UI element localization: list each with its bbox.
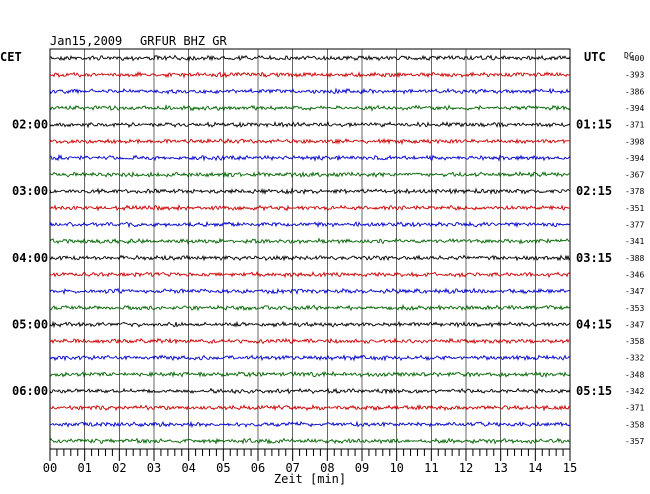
trace-row-2 <box>49 71 571 79</box>
trace-row-3 <box>49 87 571 95</box>
trace-row-12 <box>49 237 571 245</box>
x-tick-label: 15 <box>563 461 577 475</box>
trace-row-9 <box>49 187 571 196</box>
x-tick-label: 03 <box>147 461 161 475</box>
dc-offset-value: -394 <box>625 104 644 113</box>
time-labels: 02:00 03:00 04:00 05:00 06:00 01:15 02:15 03:15… <box>12 118 612 398</box>
trace-row-18 <box>49 337 571 345</box>
dc-offset-value: -367 <box>625 171 644 180</box>
left-timezone-label: CET <box>0 50 22 64</box>
x-tick-label: 02 <box>112 461 126 475</box>
x-tick-label: 05 <box>216 461 230 475</box>
right-time-label: 04:15 <box>576 317 612 331</box>
dc-offset-value: -341 <box>625 237 644 246</box>
dc-offset-value: -400 <box>625 54 644 63</box>
x-tick-label: 12 <box>459 461 473 475</box>
dc-offset-value: -332 <box>625 354 644 363</box>
left-time-label: 02:00 <box>12 118 48 132</box>
right-time-label: 05:15 <box>576 384 612 398</box>
dc-offset-value: -342 <box>625 387 644 396</box>
dc-offset-value: -377 <box>625 221 644 230</box>
trace-row-23 <box>49 420 571 429</box>
dc-offset-value: -348 <box>625 370 644 379</box>
x-tick-label: 09 <box>355 461 369 475</box>
dc-offset-value: -351 <box>625 204 644 213</box>
trace-row-22 <box>49 403 571 412</box>
dc-offset-value: -357 <box>625 437 644 446</box>
trace-row-13 <box>49 254 571 262</box>
trace-row-21 <box>49 387 571 395</box>
trace-row-17 <box>49 320 571 329</box>
plot-date: Jan15,2009 <box>50 34 122 48</box>
dc-offset-value: -358 <box>625 420 644 429</box>
trace-row-20 <box>49 370 571 379</box>
trace-row-11 <box>49 220 571 229</box>
plot-grid <box>49 48 571 450</box>
trace-row-15 <box>49 287 571 296</box>
left-time-label: 03:00 <box>12 184 48 198</box>
dc-offset-value: -378 <box>625 187 644 196</box>
right-timezone-label: UTC <box>584 50 606 64</box>
seismic-traces <box>49 54 571 445</box>
trace-row-24 <box>49 437 571 445</box>
x-tick-label: 04 <box>181 461 195 475</box>
dc-offset-value: -358 <box>625 337 644 346</box>
x-tick-label: 01 <box>77 461 91 475</box>
left-time-label: 06:00 <box>12 384 48 398</box>
trace-row-4 <box>49 103 571 112</box>
x-tick-label: 06 <box>251 461 265 475</box>
right-time-label: 01:15 <box>576 118 612 132</box>
trace-row-1 <box>49 54 571 62</box>
trace-row-14 <box>49 271 571 279</box>
trace-row-7 <box>49 153 571 162</box>
trace-row-10 <box>49 204 571 212</box>
right-time-label: 02:15 <box>576 184 612 198</box>
dc-offset-value: -388 <box>625 254 644 263</box>
dc-offset-value: -371 <box>625 404 644 413</box>
trace-row-8 <box>49 171 571 178</box>
trace-row-16 <box>49 303 571 312</box>
dc-offset-value: -398 <box>625 137 644 146</box>
x-tick-label: 10 <box>389 461 403 475</box>
left-time-label: 04:00 <box>12 251 48 265</box>
dc-offset-value: -393 <box>625 71 644 80</box>
dc-offset-value: -353 <box>625 304 644 313</box>
plot-station: GRFUR BHZ GR <box>140 34 227 48</box>
trace-row-6 <box>49 137 571 146</box>
x-tick-label: 13 <box>493 461 507 475</box>
dc-offset-value: -347 <box>625 287 644 296</box>
dc-offset-value: -386 <box>625 87 644 96</box>
dc-offset-value: -346 <box>625 270 644 279</box>
dc-offset-value: -371 <box>625 121 644 130</box>
plot-frame <box>49 48 571 450</box>
x-tick-label: 08 <box>320 461 334 475</box>
left-time-label: 05:00 <box>12 317 48 331</box>
x-axis: 00 01 02 03 04 05 06 07 08 09 10 11 12 13 14 15 <box>43 449 577 475</box>
dc-offset-value: -394 <box>625 154 644 163</box>
x-tick-label: 00 <box>43 461 57 475</box>
dc-offset-labels: -400 -393 -386 -394 -371 -398 -394 -367 -378 -351… <box>625 54 644 446</box>
dc-offset-value: -347 <box>625 320 644 329</box>
trace-row-5 <box>49 120 571 129</box>
trace-row-19 <box>49 353 571 362</box>
x-tick-label: 11 <box>424 461 438 475</box>
right-time-label: 03:15 <box>576 251 612 265</box>
x-tick-label: 07 <box>285 461 299 475</box>
x-tick-label: 14 <box>528 461 542 475</box>
x-axis-title: Zeit [min] <box>274 472 346 486</box>
dc-offset-header: DC <box>624 51 634 60</box>
